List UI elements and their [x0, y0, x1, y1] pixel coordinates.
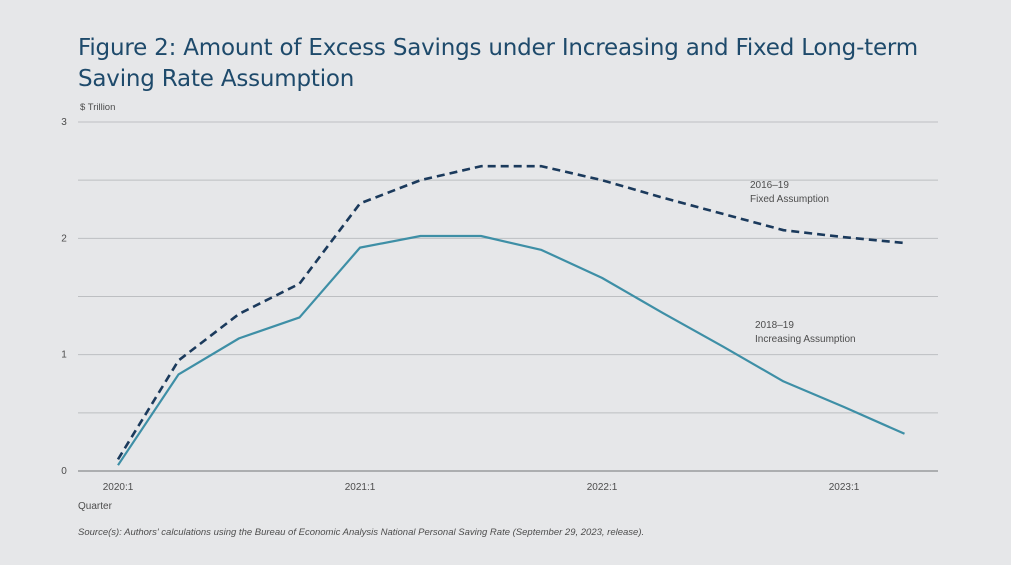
x-tick-label: 2023:1 [829, 482, 860, 493]
series-label: Fixed Assumption [750, 194, 829, 205]
y-axis-unit-label: $ Trillion [80, 102, 115, 113]
series-label: Increasing Assumption [755, 334, 856, 345]
series-label: 2018–19 [755, 320, 794, 331]
series-line-fixed-assumption [116, 164, 905, 461]
series-lines [116, 164, 905, 466]
gridlines [78, 121, 938, 414]
x-tick-label: 2022:1 [587, 482, 618, 493]
y-tick-label: 1 [61, 350, 67, 361]
y-axis-tick-labels: 0 1 2 3 [61, 117, 67, 477]
x-axis-tick-labels: 2020:1 2021:1 2022:1 2023:1 [103, 482, 860, 493]
series-annotations: 2016–19 Fixed Assumption 2018–19 Increasing… [750, 180, 856, 345]
y-tick-label: 2 [61, 233, 67, 244]
x-axis-label: Quarter [78, 501, 113, 512]
series-line-increasing-assumption [117, 234, 905, 466]
y-tick-label: 3 [61, 117, 67, 128]
chart-title: Figure 2: Amount of Excess Savings under… [78, 35, 918, 92]
source-note: Source(s): Authors' calculations using t… [78, 527, 645, 538]
x-tick-label: 2020:1 [103, 482, 134, 493]
y-tick-label: 0 [61, 466, 67, 477]
series-label: 2016–19 [750, 180, 789, 191]
x-tick-label: 2021:1 [345, 482, 376, 493]
